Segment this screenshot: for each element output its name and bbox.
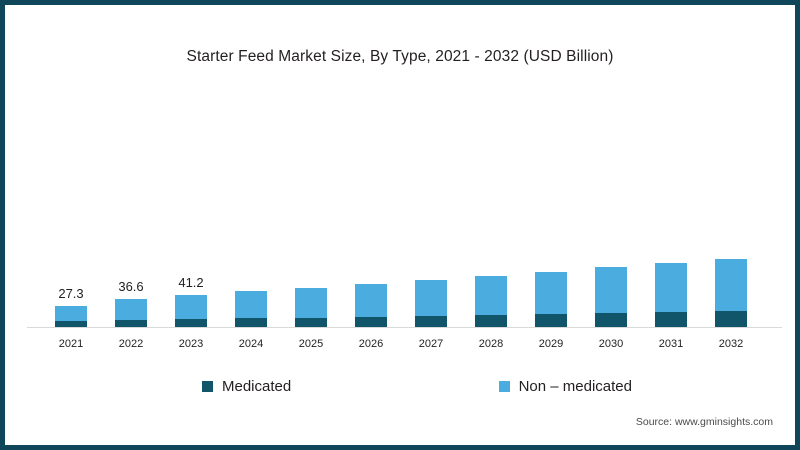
legend-label: Medicated — [222, 378, 292, 395]
bar-segment-non-medicated[interactable] — [655, 262, 687, 313]
bar-segment-medicated[interactable] — [115, 319, 147, 327]
bar-data-label: 41.2 — [178, 274, 204, 290]
chart-legend: Medicated Non – medicated — [202, 378, 632, 395]
x-axis-tick-label: 2023 — [178, 338, 204, 350]
bar-segment-medicated[interactable] — [235, 318, 267, 327]
bar-group[interactable] — [355, 284, 387, 327]
chart-inner-frame: Starter Feed Market Size, By Type, 2021 … — [5, 5, 795, 445]
x-axis-tick-label: 2030 — [598, 338, 624, 350]
x-axis-tick-label: 2029 — [538, 338, 564, 350]
x-axis-line — [27, 327, 782, 328]
source-attribution: Source: www.gminsights.com — [635, 416, 773, 428]
bar-segment-medicated[interactable] — [655, 312, 687, 327]
x-axis-tick-label: 2032 — [718, 338, 744, 350]
x-axis-tick-label: 2031 — [658, 338, 684, 350]
bar-group[interactable] — [475, 275, 507, 327]
bar-segment-non-medicated[interactable] — [715, 259, 747, 312]
bar-group[interactable] — [655, 262, 687, 327]
legend-color-swatch — [202, 381, 213, 392]
x-axis-tick-label: 2027 — [418, 338, 444, 350]
bar-segment-non-medicated[interactable] — [115, 298, 147, 320]
bar-segment-medicated[interactable] — [55, 320, 87, 327]
bar-segment-medicated[interactable] — [535, 313, 567, 327]
plot-area: 2021 2022 2023 2024 2025 2026 2027 2028 2029 2030… — [7, 7, 797, 447]
bar-group[interactable] — [235, 291, 267, 327]
bar-segment-medicated[interactable] — [715, 311, 747, 327]
legend-item-non-medicated[interactable]: Non – medicated — [498, 378, 632, 395]
bar-segment-medicated[interactable] — [355, 316, 387, 327]
bar-group[interactable] — [535, 271, 567, 327]
x-axis-tick-label: 2026 — [358, 338, 384, 350]
bar-segment-non-medicated[interactable] — [535, 271, 567, 314]
bar-segment-non-medicated[interactable] — [55, 305, 87, 321]
bar-group[interactable] — [115, 298, 147, 327]
bar-segment-medicated[interactable] — [295, 317, 327, 327]
bar-segment-non-medicated[interactable] — [175, 295, 207, 320]
x-axis-tick-label: 2021 — [58, 338, 84, 350]
bar-group[interactable] — [295, 288, 327, 327]
bar-data-label: 36.6 — [118, 278, 144, 294]
bar-segment-non-medicated[interactable] — [295, 288, 327, 318]
legend-color-swatch — [498, 381, 510, 392]
bar-segment-non-medicated[interactable] — [415, 280, 447, 316]
bar-segment-medicated[interactable] — [595, 312, 627, 327]
bar-segment-non-medicated[interactable] — [355, 284, 387, 317]
legend-item-medicated[interactable]: Medicated — [202, 378, 291, 395]
bar-segment-medicated[interactable] — [415, 315, 447, 327]
bar-segment-medicated[interactable] — [175, 319, 207, 327]
legend-label: Non – medicated — [518, 378, 632, 395]
x-axis-tick-label: 2022 — [118, 338, 144, 350]
x-axis-tick-label: 2028 — [478, 338, 504, 350]
bar-segment-non-medicated[interactable] — [235, 291, 267, 319]
bar-segment-non-medicated[interactable] — [475, 275, 507, 315]
x-axis-tick-label: 2024 — [238, 338, 264, 350]
bar-group[interactable] — [715, 259, 747, 327]
bar-group[interactable] — [175, 295, 207, 327]
x-axis-tick-label: 2025 — [298, 338, 324, 350]
chart-title: Starter Feed Market Size, By Type, 2021 … — [186, 48, 614, 65]
bar-group[interactable] — [415, 280, 447, 327]
bar-group[interactable] — [595, 267, 627, 327]
bar-segment-non-medicated[interactable] — [595, 267, 627, 313]
bar-data-label: 27.3 — [58, 285, 84, 301]
bar-segment-medicated[interactable] — [475, 314, 507, 327]
bar-group[interactable] — [55, 305, 87, 327]
